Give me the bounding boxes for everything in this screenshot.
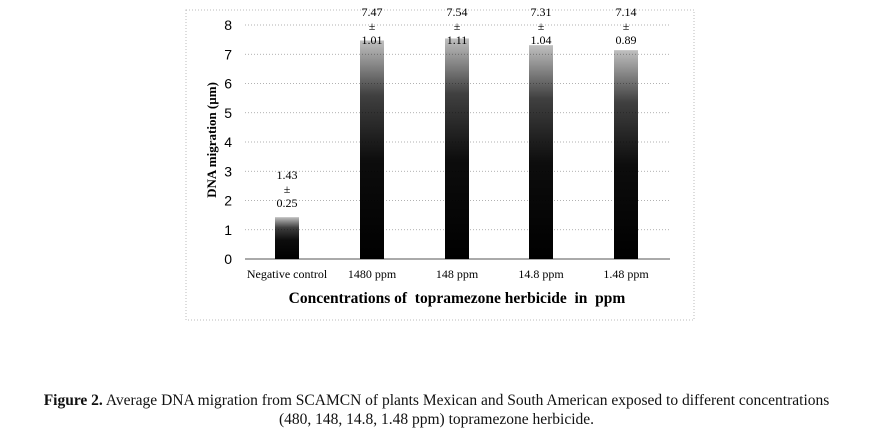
error-label: 0.25 — [277, 196, 298, 210]
chart-frame — [185, 9, 695, 321]
value-label: 7.54 — [447, 5, 468, 19]
pm-symbol: ± — [454, 19, 461, 33]
figure-caption: Figure 2. Average DNA migration from SCA… — [10, 391, 863, 429]
caption-label: Figure 2. — [43, 392, 103, 409]
value-label: 7.31 — [531, 5, 552, 19]
y-tick-label: 7 — [224, 46, 232, 62]
x-axis-label: Concentrations of topramezone herbicide … — [289, 290, 626, 307]
caption-text-line2: (480, 148, 14.8, 1.48 ppm) topramezone h… — [278, 411, 595, 428]
y-tick-label: 8 — [224, 17, 232, 33]
caption-text-line1: Average DNA migration from SCAMCN of pla… — [105, 392, 830, 409]
pm-symbol: ± — [284, 182, 291, 196]
x-tick-label: 1.48 ppm — [603, 267, 649, 281]
x-tick-label: 14.8 ppm — [518, 267, 564, 281]
value-label: 7.14 — [616, 5, 637, 19]
y-tick-labels: 0 1 2 3 4 5 6 7 8 — [224, 17, 232, 267]
value-label: 1.43 — [277, 168, 298, 182]
bar — [529, 45, 553, 260]
bar — [275, 217, 299, 259]
y-tick-label: 4 — [224, 134, 232, 150]
value-label: 7.47 — [362, 5, 383, 19]
bar — [445, 38, 469, 259]
bar — [614, 50, 638, 259]
x-tick-label: Negative control — [247, 267, 328, 281]
chart-border — [185, 9, 695, 321]
y-tick-label: 6 — [224, 76, 232, 92]
y-tick-label: 2 — [224, 193, 232, 209]
error-label: 0.89 — [616, 33, 637, 47]
y-tick-label: 0 — [224, 251, 232, 267]
x-tick-label: 148 ppm — [436, 267, 479, 281]
pm-symbol: ± — [538, 19, 545, 33]
bar — [360, 40, 384, 259]
y-axis-label: DNA migration (µm) — [204, 82, 219, 198]
y-tick-label: 5 — [224, 105, 232, 121]
data-labels: 1.43±0.257.47±1.017.54±1.117.31±1.047.14… — [277, 5, 637, 210]
error-label: 1.01 — [362, 33, 383, 47]
x-tick-label: 1480 ppm — [348, 267, 397, 281]
pm-symbol: ± — [623, 19, 630, 33]
error-label: 1.11 — [447, 33, 468, 47]
bars — [275, 38, 638, 260]
pm-symbol: ± — [369, 19, 376, 33]
x-tick-labels: Negative control 1480 ppm 148 ppm 14.8 ppm 1… — [247, 267, 649, 281]
y-tick-label: 1 — [224, 222, 232, 238]
error-label: 1.04 — [531, 33, 552, 47]
y-tick-label: 3 — [224, 163, 232, 179]
